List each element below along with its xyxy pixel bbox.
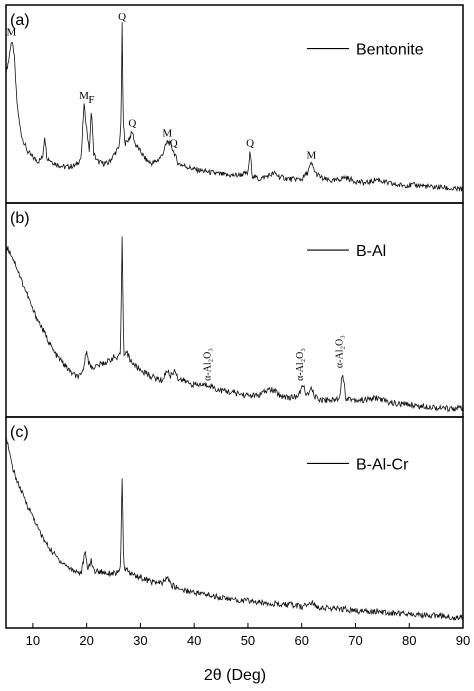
panel-label: (b) xyxy=(10,210,30,227)
peak-annotation: Q xyxy=(170,138,178,150)
panel-label: (c) xyxy=(10,424,29,441)
peak-annotation: M xyxy=(306,149,316,161)
legend-label: B-Al-Cr xyxy=(356,456,409,473)
peak-annotation: M xyxy=(162,128,172,140)
x-tick-label: 20 xyxy=(79,633,93,648)
peak-annotation: Q xyxy=(118,11,126,23)
peak-annotation: F xyxy=(88,94,94,106)
x-tick-label: 30 xyxy=(133,633,147,648)
peak-annotation: M xyxy=(6,27,16,39)
peak-annotation: Q xyxy=(246,138,254,150)
x-tick-label: 40 xyxy=(187,633,201,648)
series-line-bentonite xyxy=(5,22,464,192)
x-tick-label: 10 xyxy=(26,633,40,648)
x-tick-label: 50 xyxy=(241,633,255,648)
legend-label: Bentonite xyxy=(356,42,424,59)
peak-annotation: α-Al₂O₃ xyxy=(295,348,306,381)
x-tick-label: 80 xyxy=(402,633,416,648)
panel-3: (c) B-Al-Cr xyxy=(5,416,464,629)
panel-frame xyxy=(5,416,464,629)
panel-label: (a) xyxy=(10,12,30,29)
x-axis-label: 2θ (Deg) xyxy=(204,667,266,684)
peak-annotation: Q xyxy=(128,118,136,130)
peak-annotation: α-Al₂O₃ xyxy=(335,335,346,368)
series-line-b-al-cr xyxy=(5,436,464,621)
peak-annotation: α-Al₂O₃ xyxy=(202,348,213,381)
x-axis: 10 20 30 40 50 60 70 80 90 xyxy=(26,623,470,648)
x-tick-label: 70 xyxy=(348,633,362,648)
x-tick-label: 90 xyxy=(456,633,470,648)
series-line-b-al xyxy=(5,236,464,413)
x-tick-label: 60 xyxy=(294,633,308,648)
peak-annotation: M xyxy=(79,90,89,102)
panel-2: (b) B-Al α-Al₂O₃ α-Al₂O₃ α-Al₂O₃ xyxy=(5,202,464,418)
legend-label: B-Al xyxy=(356,243,386,260)
